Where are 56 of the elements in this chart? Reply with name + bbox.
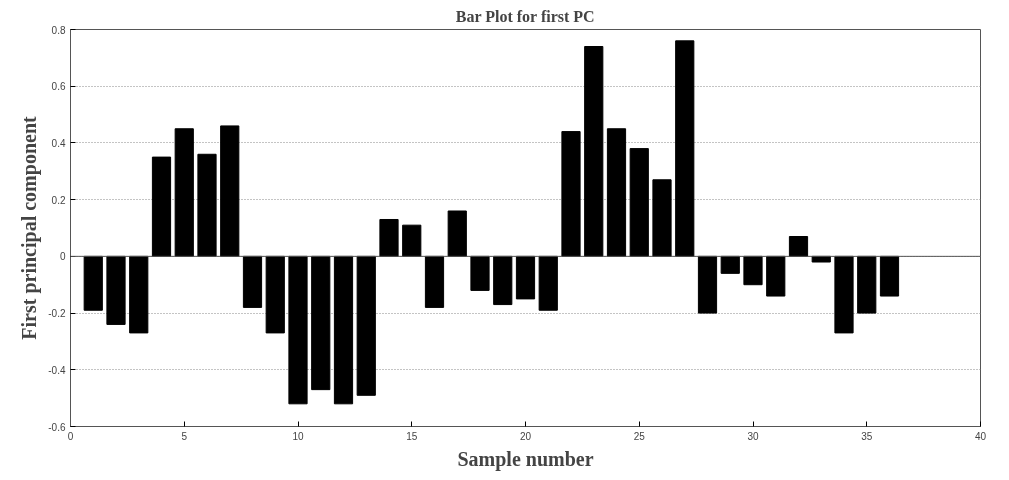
- x-tick-label: 0: [67, 430, 74, 442]
- bar: [129, 255, 149, 334]
- bar: [652, 179, 672, 257]
- bar: [402, 224, 422, 257]
- bar: [584, 46, 604, 257]
- x-axis-title: Sample number: [457, 447, 594, 471]
- y-tick-label: 0.4: [51, 137, 66, 149]
- chart-title: Bar Plot for first PC: [455, 7, 595, 25]
- bar: [515, 255, 536, 300]
- bar: [697, 255, 718, 314]
- y-axis-title: First principal component: [18, 116, 42, 340]
- y-tick-label: -0.2: [48, 308, 66, 320]
- bar: [811, 255, 831, 263]
- bar: [561, 131, 581, 257]
- bar: [379, 218, 399, 257]
- bar: [788, 236, 809, 257]
- bar: [675, 40, 695, 257]
- y-tick-label: 0.8: [51, 24, 66, 36]
- bar: [197, 153, 217, 257]
- bar: [311, 255, 331, 391]
- x-tick-label: 30: [747, 430, 759, 442]
- x-tick-label: 40: [974, 430, 987, 442]
- bar: [333, 255, 354, 405]
- bar: [629, 148, 649, 257]
- bar: [766, 255, 786, 297]
- bar: [424, 255, 445, 308]
- y-tick-label: 0.2: [51, 194, 66, 206]
- y-tick-label: 0.6: [51, 81, 66, 93]
- bar: [834, 255, 854, 334]
- bar: [879, 255, 900, 297]
- x-tick-label: 15: [406, 430, 418, 442]
- x-tick-label: 10: [292, 430, 304, 442]
- bar: [265, 255, 285, 334]
- x-tick-label: 20: [519, 430, 532, 442]
- bar: [538, 255, 558, 311]
- y-tick-label: -0.6: [48, 421, 66, 433]
- bar: [720, 255, 740, 274]
- bar: [242, 255, 263, 308]
- bar: [288, 255, 308, 405]
- bar: [470, 255, 490, 291]
- bar: [83, 255, 103, 311]
- x-tick-label: 5: [181, 430, 188, 442]
- bar: [174, 128, 194, 257]
- bar: [493, 255, 513, 306]
- bar: [106, 255, 126, 325]
- bar: [356, 255, 376, 396]
- bar: [857, 255, 877, 314]
- y-tick-label: 0: [59, 251, 66, 263]
- x-tick-label: 35: [861, 430, 873, 442]
- y-tick-label: -0.4: [48, 364, 66, 376]
- bar: [151, 156, 172, 257]
- bar: [743, 255, 763, 286]
- x-tick-label: 25: [633, 430, 646, 442]
- bar: [447, 210, 467, 257]
- bar: [220, 125, 240, 257]
- bar: [606, 128, 627, 257]
